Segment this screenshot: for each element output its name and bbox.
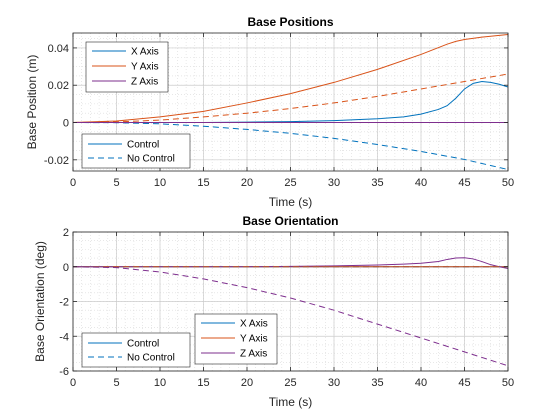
series-legend-label: X Axis (240, 319, 268, 330)
y-tick-label: 0.02 (48, 80, 69, 92)
y-axis-label: Base Position (m) (25, 55, 39, 150)
y-tick-label: 2 (63, 227, 69, 239)
series-line-x-axis-no-control (73, 122, 508, 170)
series-legend: X Axis Y Axis Z Axis (194, 313, 278, 365)
x-axis-label: Time (s) (269, 195, 313, 209)
x-tick-label: 50 (502, 177, 514, 189)
x-tick-label: 15 (197, 377, 209, 389)
chart-title: Base Positions (247, 15, 333, 29)
y-tick-label: -4 (59, 331, 69, 343)
x-tick-label: 10 (154, 377, 166, 389)
x-tick-label: 25 (284, 377, 296, 389)
x-tick-label: 0 (70, 177, 76, 189)
series-legend-box (85, 41, 169, 93)
style-legend-box (81, 133, 191, 169)
style-legend: Control No Control (81, 332, 191, 368)
x-tick-label: 40 (415, 377, 427, 389)
chart-panel-2: 0 5 10 15 20 25 30 35 40 45 50 -6 -4 -2 0 2 Base Orienta… (33, 214, 514, 409)
series-group (73, 33, 508, 170)
x-tick-label: 50 (502, 377, 514, 389)
x-tick-label: 5 (113, 377, 119, 389)
x-tick-label: 45 (458, 377, 470, 389)
x-tick-label: 35 (371, 177, 383, 189)
style-legend-label: No Control (127, 353, 175, 364)
style-legend-label: Control (127, 140, 159, 151)
chart-title: Base Orientation (242, 214, 338, 228)
x-tick-label: 25 (284, 177, 296, 189)
style-legend-box (81, 332, 191, 368)
style-legend-label: No Control (127, 154, 175, 165)
series-legend-label: Y Axis (131, 62, 159, 73)
y-tick-label: -0.02 (44, 155, 69, 167)
y-tick-label: -2 (59, 297, 69, 309)
series-legend: X Axis Y Axis Z Axis (85, 41, 169, 93)
x-tick-label: 40 (415, 177, 427, 189)
series-line-y-axis-control (73, 33, 508, 124)
x-tick-label: 45 (458, 177, 470, 189)
y-tick-label: -6 (59, 366, 69, 378)
ticks: 0 5 10 15 20 25 30 35 40 45 50 -6 -4 -2 0 2 (59, 227, 514, 389)
x-tick-label: 5 (113, 177, 119, 189)
y-axis-label: Base Orientation (deg) (33, 241, 47, 362)
series-legend-label: Z Axis (240, 349, 267, 360)
x-tick-label: 35 (371, 377, 383, 389)
x-tick-label: 10 (154, 177, 166, 189)
x-tick-label: 30 (328, 177, 340, 189)
x-tick-label: 15 (197, 177, 209, 189)
series-legend-label: Z Axis (131, 77, 158, 88)
y-tick-label: 0 (63, 262, 69, 274)
series-line-y-axis-no-control (73, 73, 508, 124)
style-legend: Control No Control (81, 133, 191, 169)
series-group (73, 257, 508, 367)
series-legend-label: Y Axis (240, 334, 268, 345)
x-tick-label: 0 (70, 377, 76, 389)
x-axis-label: Time (s) (269, 395, 313, 409)
x-tick-label: 20 (241, 377, 253, 389)
y-tick-label: 0.04 (48, 43, 69, 55)
x-tick-label: 30 (328, 377, 340, 389)
y-tick-label: 0 (63, 118, 69, 130)
series-line-z-axis-no-control (73, 266, 508, 367)
x-tick-label: 20 (241, 177, 253, 189)
series-legend-label: X Axis (131, 47, 159, 58)
style-legend-label: Control (127, 339, 159, 350)
series-legend-box (194, 313, 278, 365)
